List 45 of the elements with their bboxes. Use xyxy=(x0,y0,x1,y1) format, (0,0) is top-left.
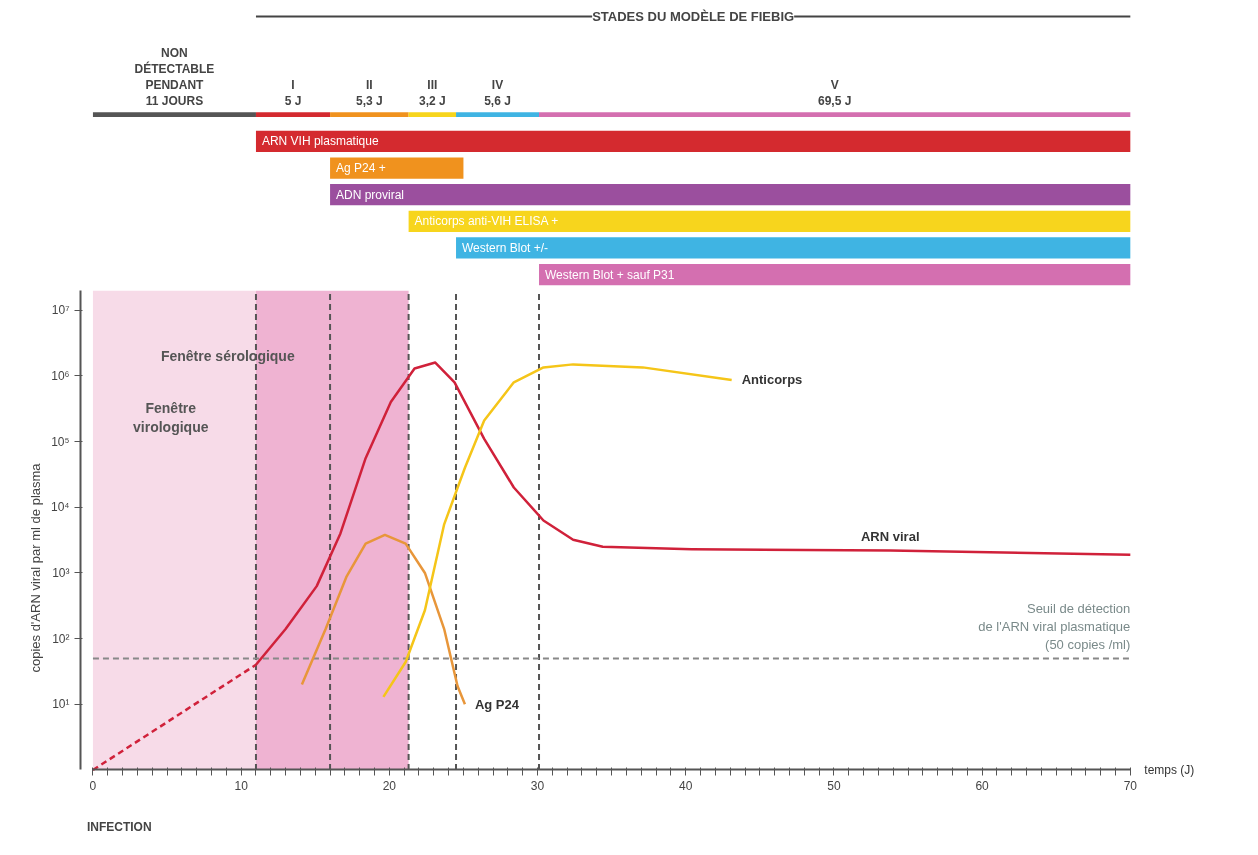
x-tick-label: 40 xyxy=(679,778,693,793)
line-series xyxy=(382,363,733,699)
chart-title: STADES DU MODÈLE DE FIEBIG xyxy=(592,9,795,25)
category-label: Anticorps anti-VIH ELISA + xyxy=(414,214,559,229)
y-axis-title: copies d'ARN viral par ml de plasma xyxy=(28,462,43,673)
annotation: Fenêtre sérologique xyxy=(160,347,295,364)
x-tick-label: 10 xyxy=(234,778,249,793)
x-axis-title: temps (J) xyxy=(1144,762,1195,777)
category-label: Western Blot +/- xyxy=(461,240,549,255)
bar xyxy=(408,112,457,118)
series-label: NON DÉTECTABLE PENDANT 11 JOURS xyxy=(134,45,215,109)
bar xyxy=(539,112,1131,118)
category-label: Ag P24 + xyxy=(335,161,386,176)
series-label: Ag P24 xyxy=(474,696,520,712)
category-label: ADN proviral xyxy=(335,187,405,202)
category-label: ARN VIH plasmatique xyxy=(261,134,379,149)
series-label: II 5,3 J xyxy=(355,78,383,109)
ref-line-label: Seuil de détection de l'ARN viral plasmatique (50 copies /ml) xyxy=(978,601,1131,653)
series-label: III 3,2 J xyxy=(418,78,446,109)
bar xyxy=(255,112,331,118)
y-tick-label: 10² xyxy=(52,631,70,646)
y-tick-label: 10³ xyxy=(52,565,70,580)
category-label: Western Blot + sauf P31 xyxy=(544,267,675,282)
line-series xyxy=(300,533,467,706)
series-label: V 69,5 J xyxy=(817,78,852,109)
annotation: Fenêtre virologique xyxy=(133,400,209,436)
x-tick-label: 20 xyxy=(382,778,397,793)
x-tick-label: 30 xyxy=(530,778,545,793)
x-tick-label: 70 xyxy=(1123,778,1138,793)
y-tick-label: 10¹ xyxy=(52,697,70,712)
bar xyxy=(92,112,256,118)
y-tick-label: 10⁵ xyxy=(51,434,70,449)
series-label: IV 5,6 J xyxy=(484,78,511,109)
series-label: Anticorps xyxy=(741,372,803,388)
x-tick-label: 60 xyxy=(975,778,990,793)
series-label: I 5 J xyxy=(284,78,302,109)
series-label: ARN viral xyxy=(860,529,920,545)
bar xyxy=(330,112,409,118)
x-tick-label: 50 xyxy=(827,778,841,793)
text: INFECTION xyxy=(86,819,152,834)
y-tick-label: 10⁷ xyxy=(51,303,70,318)
y-tick-label: 10⁴ xyxy=(51,500,70,515)
x-tick-label: 0 xyxy=(89,778,97,793)
y-tick-label: 10⁶ xyxy=(51,368,70,383)
bar xyxy=(456,112,540,118)
